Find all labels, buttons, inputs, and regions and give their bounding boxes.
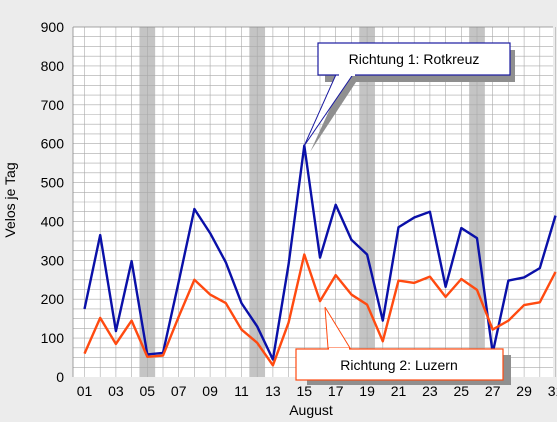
- y-tick-label: 300: [41, 252, 65, 268]
- callout-box-rotkreuz: [317, 42, 511, 76]
- y-axis: 0 100 200 300 400 500 600 700 800 900: [41, 19, 65, 385]
- callout-label-rotkreuz: Richtung 1: Rotkreuz: [349, 51, 480, 67]
- series-line-2: [83, 253, 557, 367]
- x-axis: 01 03 05 07 09 11 13 15 17 19 21 23 25 27 29 31: [77, 383, 557, 399]
- series-lines: [83, 144, 557, 367]
- y-tick-label: 800: [41, 58, 65, 74]
- y-tick-label: 600: [41, 136, 65, 152]
- x-tick-label: 19: [359, 383, 375, 399]
- y-tick-label: 700: [41, 97, 65, 113]
- y-tick-label: 500: [41, 175, 65, 191]
- annotations: Richtung 1: Rotkreuz Richtung 2: Luzern: [295, 42, 515, 385]
- x-tick-label: 01: [77, 383, 93, 399]
- x-tick-label: 15: [297, 383, 313, 399]
- y-axis-label: Velos je Tag: [2, 162, 18, 237]
- x-tick-label: 23: [422, 383, 438, 399]
- x-tick-label: 31: [548, 383, 557, 399]
- y-tick-label: 200: [41, 291, 65, 307]
- callout-box-luzern: [295, 348, 504, 381]
- x-tick-label: 03: [108, 383, 124, 399]
- x-tick-label: 17: [328, 383, 344, 399]
- x-tick-label: 13: [265, 383, 281, 399]
- x-tick-label: 11: [234, 383, 249, 399]
- x-tick-label: 29: [516, 383, 532, 399]
- callout-label-luzern: Richtung 2: Luzern: [340, 357, 458, 373]
- x-tick-label: 21: [391, 383, 407, 399]
- x-tick-label: 27: [485, 383, 501, 399]
- x-tick-label: 09: [202, 383, 218, 399]
- y-tick-label: 100: [41, 330, 65, 346]
- callout-pointer-shadow: [310, 76, 360, 152]
- y-tick-label: 400: [41, 213, 65, 229]
- x-tick-label: 25: [454, 383, 470, 399]
- x-tick-label: 07: [171, 383, 187, 399]
- y-tick-label: 900: [41, 19, 65, 35]
- x-axis-label: August: [289, 402, 333, 418]
- x-tick-label: 05: [140, 383, 156, 399]
- y-tick-label: 0: [56, 369, 64, 385]
